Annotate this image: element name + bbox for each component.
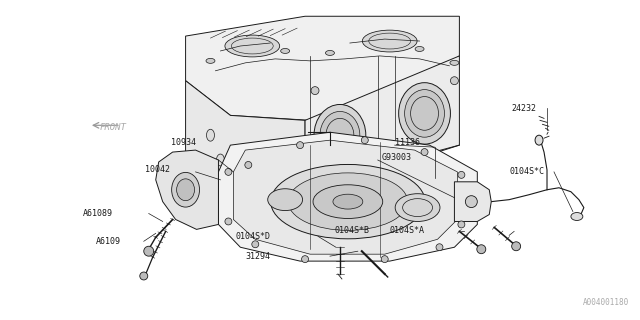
Ellipse shape — [296, 142, 303, 148]
Text: FRONT: FRONT — [100, 123, 127, 132]
Ellipse shape — [281, 48, 290, 53]
Text: 0104S*B: 0104S*B — [335, 226, 370, 235]
Polygon shape — [186, 81, 305, 200]
Ellipse shape — [172, 172, 200, 207]
Ellipse shape — [451, 166, 458, 174]
Ellipse shape — [216, 154, 225, 166]
Ellipse shape — [246, 169, 254, 181]
Ellipse shape — [288, 173, 408, 230]
Text: 0104S*A: 0104S*A — [390, 226, 425, 235]
Ellipse shape — [399, 83, 451, 144]
Polygon shape — [186, 16, 460, 120]
Ellipse shape — [311, 171, 319, 179]
Text: 11136: 11136 — [395, 138, 420, 147]
Ellipse shape — [415, 46, 424, 52]
Ellipse shape — [571, 212, 583, 220]
Text: 24232: 24232 — [511, 104, 536, 113]
Ellipse shape — [225, 35, 280, 57]
Ellipse shape — [301, 256, 308, 263]
Polygon shape — [156, 150, 218, 229]
Ellipse shape — [140, 272, 148, 280]
Ellipse shape — [333, 194, 363, 209]
Ellipse shape — [252, 241, 259, 248]
Ellipse shape — [395, 194, 440, 221]
Text: 10934: 10934 — [171, 138, 196, 147]
Polygon shape — [305, 56, 460, 195]
Ellipse shape — [362, 30, 417, 52]
Polygon shape — [234, 140, 458, 254]
Ellipse shape — [206, 58, 215, 63]
Ellipse shape — [404, 90, 444, 137]
Ellipse shape — [465, 196, 477, 208]
Ellipse shape — [225, 218, 232, 225]
Ellipse shape — [245, 162, 252, 168]
Ellipse shape — [314, 105, 366, 166]
Text: 31294: 31294 — [245, 252, 270, 261]
Text: 10042: 10042 — [145, 165, 170, 174]
Ellipse shape — [421, 148, 428, 156]
Ellipse shape — [436, 244, 443, 251]
Ellipse shape — [268, 189, 303, 211]
Ellipse shape — [458, 221, 465, 228]
Polygon shape — [218, 132, 477, 261]
Ellipse shape — [207, 129, 214, 141]
Ellipse shape — [362, 137, 368, 144]
Ellipse shape — [381, 256, 388, 263]
Polygon shape — [454, 182, 492, 221]
Ellipse shape — [271, 164, 425, 239]
Ellipse shape — [511, 242, 520, 251]
Ellipse shape — [313, 185, 383, 219]
Ellipse shape — [261, 154, 269, 166]
Text: A004001180: A004001180 — [583, 298, 629, 307]
Ellipse shape — [535, 135, 543, 145]
Text: 0104S*D: 0104S*D — [236, 232, 270, 241]
Text: 0104S*C: 0104S*C — [509, 167, 544, 176]
Text: A61089: A61089 — [83, 209, 113, 218]
Ellipse shape — [326, 51, 335, 55]
Ellipse shape — [320, 111, 360, 159]
Text: A6109: A6109 — [96, 237, 121, 246]
Ellipse shape — [144, 246, 154, 256]
Ellipse shape — [311, 87, 319, 95]
Ellipse shape — [458, 172, 465, 178]
Text: G93003: G93003 — [381, 153, 412, 162]
Ellipse shape — [177, 179, 195, 201]
Ellipse shape — [451, 77, 458, 85]
Ellipse shape — [450, 60, 459, 65]
Ellipse shape — [477, 245, 486, 254]
Ellipse shape — [225, 168, 232, 175]
